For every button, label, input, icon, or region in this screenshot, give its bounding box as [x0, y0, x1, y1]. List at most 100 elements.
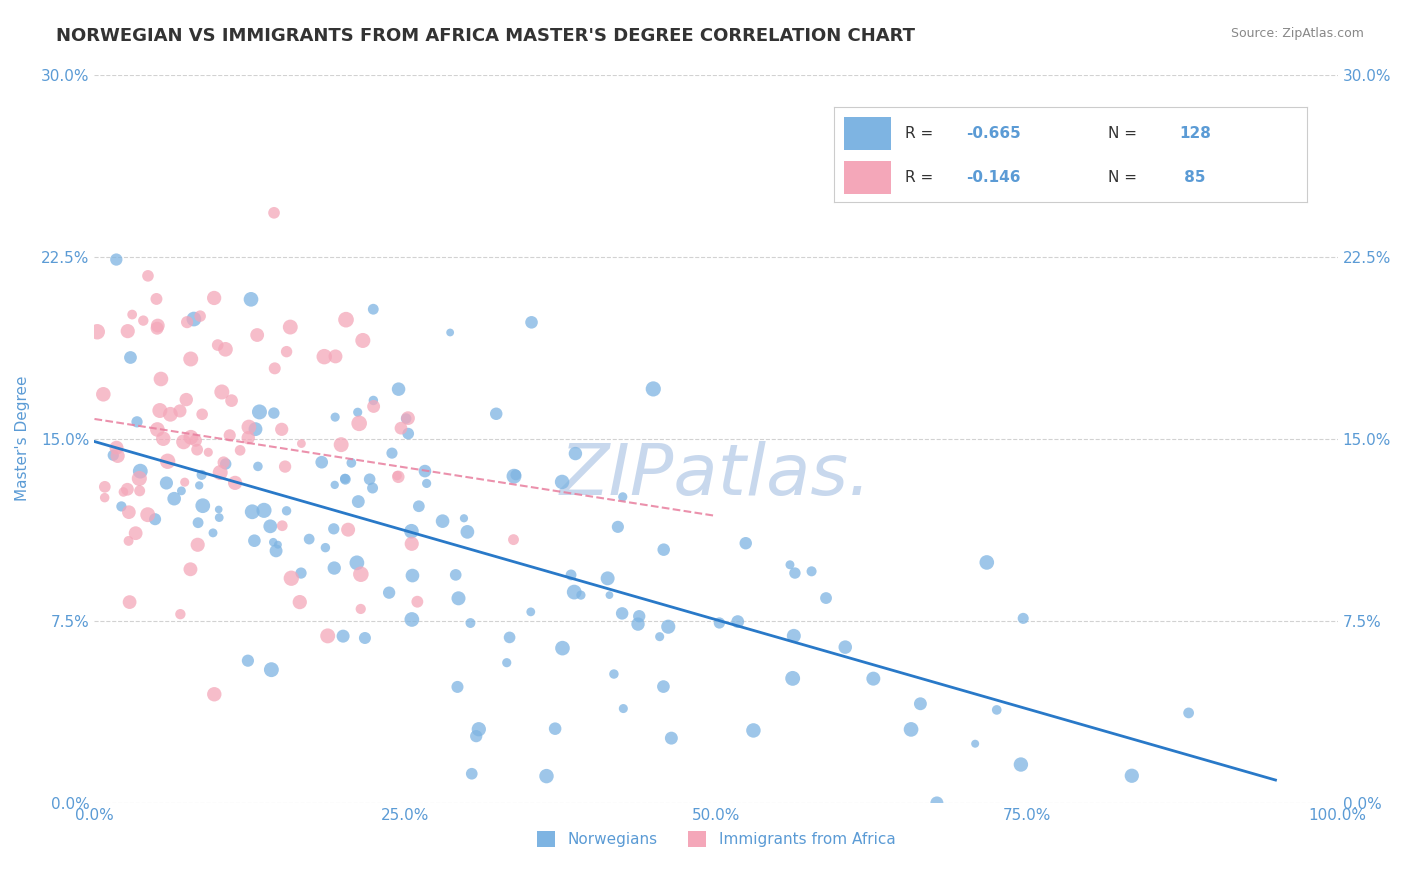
Legend: Norwegians, Immigrants from Africa: Norwegians, Immigrants from Africa [530, 825, 901, 854]
Point [169, 607, 191, 622]
Point [229, 443, 252, 458]
Point [201, 525, 224, 540]
Point [439, 326, 461, 340]
Point [782, 672, 804, 686]
Point [253, 503, 276, 517]
Point [335, 472, 357, 486]
Point [925, 796, 948, 810]
Point [627, 617, 650, 632]
Point [170, 483, 193, 498]
Point [188, 478, 211, 492]
Point [346, 556, 368, 570]
Point [385, 468, 408, 483]
Point [270, 422, 292, 436]
Point [350, 567, 373, 582]
Point [191, 407, 214, 421]
Point [965, 737, 987, 751]
Point [603, 667, 626, 681]
Y-axis label: Master's Degree: Master's Degree [15, 376, 30, 501]
Point [202, 291, 225, 305]
Point [461, 766, 484, 780]
Point [240, 293, 263, 307]
Point [446, 680, 468, 694]
Point [387, 382, 409, 396]
Point [378, 585, 401, 599]
Point [347, 494, 370, 508]
Point [236, 654, 259, 668]
Point [551, 475, 574, 489]
Point [560, 568, 582, 582]
Point [314, 541, 336, 555]
Point [146, 321, 169, 335]
Point [569, 588, 592, 602]
Point [159, 407, 181, 421]
Point [498, 631, 520, 645]
Point [652, 542, 675, 557]
Point [128, 483, 150, 498]
Point [118, 595, 141, 609]
Point [323, 561, 346, 575]
Point [456, 524, 478, 539]
Point [246, 459, 269, 474]
Point [278, 320, 301, 334]
Point [612, 490, 634, 504]
Point [401, 568, 423, 582]
Point [495, 656, 517, 670]
Point [180, 351, 202, 366]
Point [657, 620, 679, 634]
Point [734, 536, 756, 550]
Point [245, 422, 267, 436]
Point [316, 629, 339, 643]
Point [562, 585, 585, 599]
Point [800, 564, 823, 578]
Point [180, 430, 202, 444]
Point [544, 722, 567, 736]
Point [145, 292, 167, 306]
Point [267, 538, 290, 552]
Point [340, 456, 363, 470]
Point [311, 455, 333, 469]
Point [502, 533, 524, 547]
Point [156, 454, 179, 468]
Text: NORWEGIAN VS IMMIGRANTS FROM AFRICA MASTER'S DEGREE CORRELATION CHART: NORWEGIAN VS IMMIGRANTS FROM AFRICA MAST… [56, 27, 915, 45]
Point [152, 432, 174, 446]
Point [94, 480, 117, 494]
Point [249, 405, 271, 419]
Point [520, 605, 543, 619]
Point [335, 312, 357, 326]
Point [503, 469, 526, 483]
Point [117, 324, 139, 338]
Point [208, 510, 231, 524]
Point [263, 406, 285, 420]
Point [606, 520, 628, 534]
Point [350, 602, 373, 616]
Point [401, 612, 423, 626]
Point [176, 315, 198, 329]
Point [121, 308, 143, 322]
Point [323, 410, 346, 425]
Point [132, 313, 155, 327]
Point [208, 502, 231, 516]
Point [815, 591, 838, 605]
Point [337, 523, 360, 537]
Point [179, 562, 201, 576]
Point [215, 457, 238, 471]
Point [396, 411, 419, 425]
Point [322, 522, 344, 536]
Point [238, 420, 260, 434]
Point [136, 508, 159, 522]
Point [1012, 611, 1035, 625]
Point [783, 566, 806, 580]
Point [146, 422, 169, 436]
Point [1177, 706, 1199, 720]
Point [163, 491, 186, 506]
Point [834, 640, 856, 654]
Point [396, 426, 419, 441]
Point [551, 641, 574, 656]
Point [211, 384, 233, 399]
Point [387, 470, 409, 484]
Point [259, 519, 281, 533]
Point [468, 723, 491, 737]
Point [86, 325, 108, 339]
Point [323, 478, 346, 492]
